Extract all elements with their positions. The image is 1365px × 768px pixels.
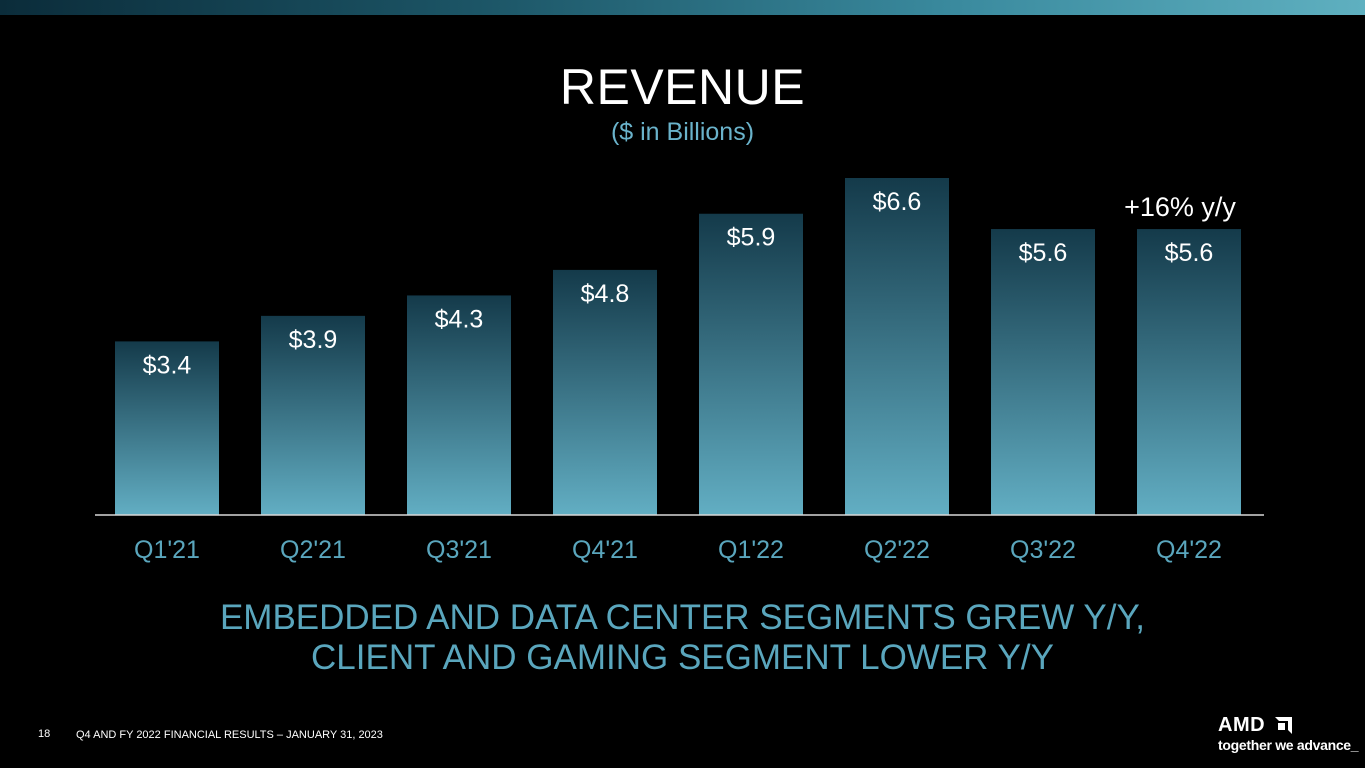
bar-q222 <box>845 178 949 515</box>
slide-title: REVENUE <box>559 59 806 115</box>
data-label: $3.4 <box>143 351 192 379</box>
bar-q321 <box>407 295 511 515</box>
page-number: 18 <box>38 728 51 740</box>
x-tick-label: Q2'22 <box>864 536 930 564</box>
x-tick-label: Q4'21 <box>572 536 638 564</box>
logo-tagline: together we advance_ <box>1218 737 1359 753</box>
data-label: $4.8 <box>581 280 630 308</box>
x-tick-label: Q2'21 <box>280 536 346 564</box>
slide-headline: EMBEDDED AND DATA CENTER SEGMENTS GREW Y… <box>0 598 1365 678</box>
data-label: $6.6 <box>873 188 922 216</box>
data-label: $4.3 <box>435 305 484 333</box>
logo-wordmark: AMD <box>1218 714 1266 736</box>
bar-q322 <box>991 229 1095 515</box>
headline-line-1: EMBEDDED AND DATA CENTER SEGMENTS GREW Y… <box>219 598 1146 637</box>
slide-subtitle: ($ in Billions) <box>610 118 755 146</box>
bar-q122 <box>699 213 803 515</box>
x-tick-label: Q1'21 <box>134 536 200 564</box>
amd-arrow-icon <box>1275 717 1292 734</box>
amd-logo: AMD together we advance_ <box>1218 714 1359 758</box>
yoy-annotation: +16% y/y <box>1124 192 1236 222</box>
bar-q221 <box>261 315 365 515</box>
headline-line-2: CLIENT AND GAMING SEGMENT LOWER Y/Y <box>311 638 1054 677</box>
bars-group <box>115 178 1241 515</box>
bar-q121 <box>115 341 219 515</box>
top-accent-bar <box>0 0 1365 15</box>
data-label: $5.9 <box>727 224 776 252</box>
annotations-group: +16% y/y <box>1124 192 1236 222</box>
bar-q422 <box>1137 229 1241 515</box>
data-labels-group: $3.4 $3.9 $4.3 $4.8 $5.9 $6.6 $5.6 $5.6 <box>143 188 1214 379</box>
x-tick-label: Q3'21 <box>426 536 492 564</box>
x-tick-label: Q3'22 <box>1010 536 1076 564</box>
revenue-bar-chart: Q1'21 Q2'21 Q3'21 Q4'21 Q1'22 Q2'22 Q3'22 Q4'22… <box>95 178 1264 564</box>
data-label: $5.6 <box>1019 239 1068 267</box>
bar-q421 <box>553 269 657 515</box>
tick-labels-group: Q1'21 Q2'21 Q3'21 Q4'21 Q1'22 Q2'22 Q3'22 Q4'22 <box>134 536 1222 564</box>
footer-text: Q4 AND FY 2022 FINANCIAL RESULTS – JANUA… <box>76 729 383 741</box>
x-tick-label: Q4'22 <box>1156 536 1222 564</box>
data-label: $5.6 <box>1165 239 1214 267</box>
data-label: $3.9 <box>289 326 338 354</box>
x-tick-label: Q1'22 <box>718 536 784 564</box>
